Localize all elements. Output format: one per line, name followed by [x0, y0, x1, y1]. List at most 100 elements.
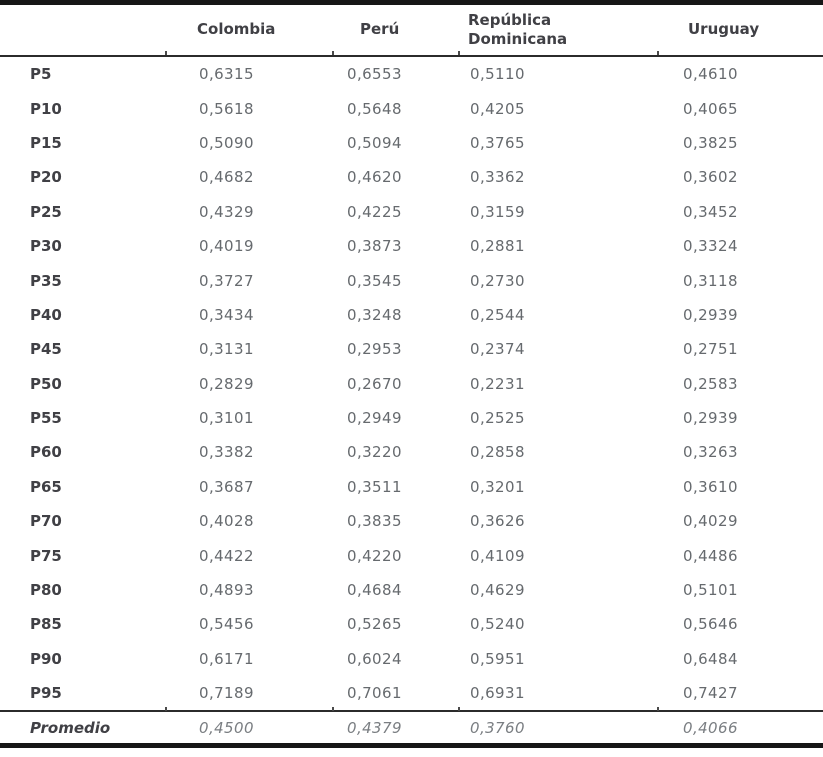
row-label: P35 [30, 271, 62, 290]
value-cell: 0,2858 [470, 443, 525, 462]
table-row: P80 0,4893 0,4684 0,4629 0,5101 [0, 573, 823, 607]
footer-value: 0,4066 [657, 710, 823, 749]
value-cell: 0,6484 [683, 649, 738, 668]
row-label: P20 [30, 168, 62, 187]
value-cell: 0,4684 [347, 581, 402, 600]
footer-label: Promedio [0, 710, 165, 749]
row-label: P50 [30, 374, 62, 393]
table-header: Colombia Perú República Dominicana Urugu… [0, 2, 823, 57]
value-cell: 0,3452 [683, 202, 738, 221]
value-cell: 0,7189 [199, 684, 254, 703]
value-cell: 0,2544 [470, 305, 525, 324]
column-header-empty [0, 2, 165, 57]
value-cell: 0,4486 [683, 546, 738, 565]
value-cell: 0,2730 [470, 271, 525, 290]
value-cell: 0,2751 [683, 340, 738, 359]
value-cell: 0,3765 [470, 133, 525, 152]
row-label: P5 [30, 65, 52, 84]
value-cell: 0,2525 [470, 409, 525, 428]
row-label: P45 [30, 340, 62, 359]
value-cell: 0,6553 [347, 65, 402, 84]
value-cell: 0,5951 [470, 649, 525, 668]
value-cell: 0,4629 [470, 581, 525, 600]
table-row: P70 0,4028 0,3835 0,3626 0,4029 [0, 504, 823, 538]
value-cell: 0,3687 [199, 477, 254, 496]
value-cell: 0,3248 [347, 305, 402, 324]
value-cell: 0,4028 [199, 512, 254, 531]
value-cell: 0,3220 [347, 443, 402, 462]
value-cell: 0,5265 [347, 615, 402, 634]
table-row: P15 0,5090 0,5094 0,3765 0,3825 [0, 126, 823, 160]
value-cell: 0,5110 [470, 65, 525, 84]
value-cell: 0,3545 [347, 271, 402, 290]
value-cell: 0,5094 [347, 133, 402, 152]
column-header-uruguay: Uruguay [657, 2, 823, 57]
value-cell: 0,2583 [683, 374, 738, 393]
value-cell: 0,3511 [347, 477, 402, 496]
table-row: P75 0,4422 0,4220 0,4109 0,4486 [0, 538, 823, 572]
table-row: P60 0,3382 0,3220 0,2858 0,3263 [0, 435, 823, 469]
value-cell: 0,6171 [199, 649, 254, 668]
value-cell: 0,2953 [347, 340, 402, 359]
value-cell: 0,2374 [470, 340, 525, 359]
value-cell: 0,5618 [199, 99, 254, 118]
value-cell: 0,3324 [683, 237, 738, 256]
value-cell: 0,2829 [199, 374, 254, 393]
row-label: P65 [30, 477, 62, 496]
value-cell: 0,4610 [683, 65, 738, 84]
value-cell: 0,2881 [470, 237, 525, 256]
value-cell: 0,6315 [199, 65, 254, 84]
value-cell: 0,3131 [199, 340, 254, 359]
row-label: P10 [30, 99, 62, 118]
row-label: P75 [30, 546, 62, 565]
value-cell: 0,7061 [347, 684, 402, 703]
value-cell: 0,4225 [347, 202, 402, 221]
row-label: P15 [30, 133, 62, 152]
table-body: P5 0,6315 0,6553 0,5110 0,4610 P10 0,561… [0, 56, 823, 711]
value-cell: 0,3118 [683, 271, 738, 290]
row-label: P80 [30, 581, 62, 600]
header-row: Colombia Perú República Dominicana Urugu… [0, 2, 823, 57]
row-label: P55 [30, 409, 62, 428]
value-cell: 0,3159 [470, 202, 525, 221]
value-cell: 0,4205 [470, 99, 525, 118]
value-cell: 0,5646 [683, 615, 738, 634]
row-label: P30 [30, 237, 62, 256]
column-header-peru: Perú [332, 2, 458, 57]
value-cell: 0,4422 [199, 546, 254, 565]
footer-value: 0,4500 [165, 710, 332, 749]
value-cell: 0,2949 [347, 409, 402, 428]
row-label: P90 [30, 649, 62, 668]
table-row: P25 0,4329 0,4225 0,3159 0,3452 [0, 195, 823, 229]
table-row: P95 0,7189 0,7061 0,6931 0,7427 [0, 676, 823, 711]
table-row: P30 0,4019 0,3873 0,2881 0,3324 [0, 229, 823, 263]
table-row: P10 0,5618 0,5648 0,4205 0,4065 [0, 91, 823, 125]
value-cell: 0,2939 [683, 409, 738, 428]
value-cell: 0,3263 [683, 443, 738, 462]
column-header-republica-dominicana: República Dominicana [458, 2, 657, 57]
value-cell: 0,3201 [470, 477, 525, 496]
row-label: P95 [30, 684, 62, 703]
value-cell: 0,3434 [199, 305, 254, 324]
value-cell: 0,4019 [199, 237, 254, 256]
value-cell: 0,3101 [199, 409, 254, 428]
row-label: P85 [30, 615, 62, 634]
table-row: P35 0,3727 0,3545 0,2730 0,3118 [0, 263, 823, 297]
value-cell: 0,6024 [347, 649, 402, 668]
value-cell: 0,4220 [347, 546, 402, 565]
value-cell: 0,4029 [683, 512, 738, 531]
value-cell: 0,5101 [683, 581, 738, 600]
value-cell: 0,3382 [199, 443, 254, 462]
table-row: P50 0,2829 0,2670 0,2231 0,2583 [0, 367, 823, 401]
value-cell: 0,4065 [683, 99, 738, 118]
table-row: P90 0,6171 0,6024 0,5951 0,6484 [0, 642, 823, 676]
value-cell: 0,4682 [199, 168, 254, 187]
value-cell: 0,3602 [683, 168, 738, 187]
value-cell: 0,3727 [199, 271, 254, 290]
value-cell: 0,4620 [347, 168, 402, 187]
row-label: P40 [30, 305, 62, 324]
table-row: P20 0,4682 0,4620 0,3362 0,3602 [0, 160, 823, 194]
